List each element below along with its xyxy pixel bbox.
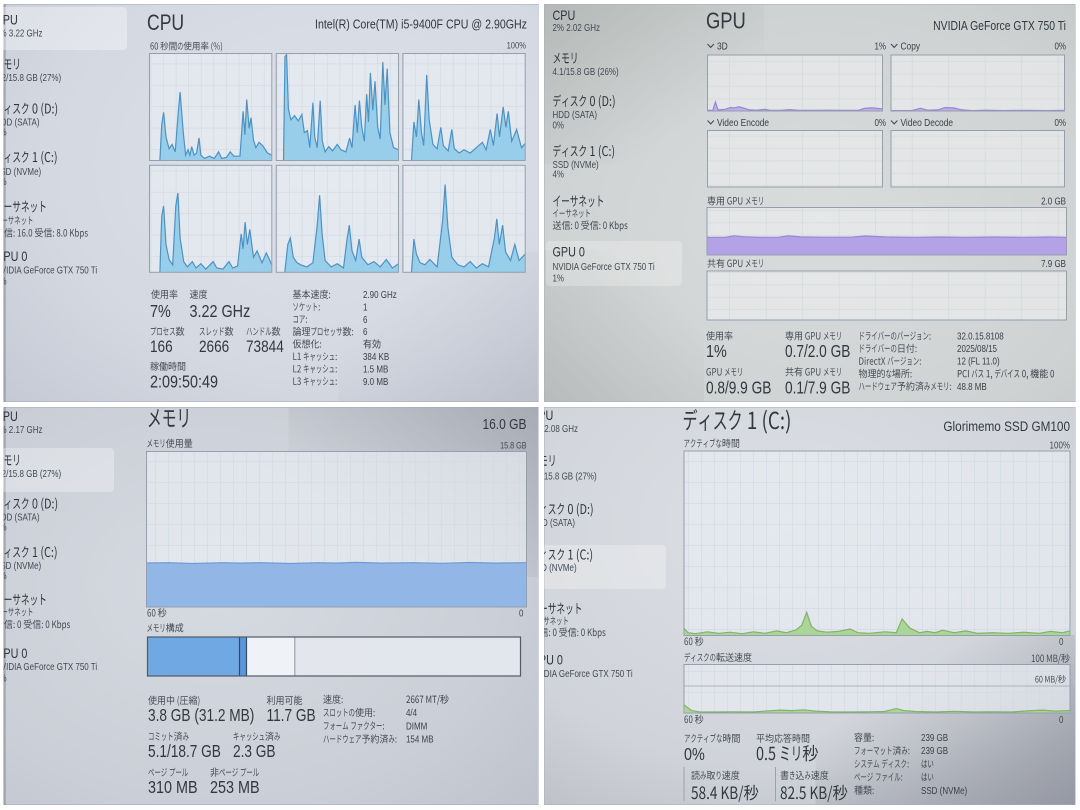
- svg-text:SSD (NVMe): SSD (NVMe): [552, 159, 598, 170]
- svg-text:239 GB: 239 GB: [921, 745, 948, 756]
- svg-text:4.1/15.8 GB (27%): 4.1/15.8 GB (27%): [530, 471, 596, 482]
- svg-text:11.7 GB: 11.7 GB: [267, 706, 316, 725]
- svg-text:2:09:50:49: 2:09:50:49: [150, 372, 218, 392]
- svg-text:2025/08/15: 2025/08/15: [957, 343, 997, 354]
- svg-text:NVIDIA GeForce GTX 750 Ti: NVIDIA GeForce GTX 750 Ti: [933, 19, 1066, 33]
- svg-text:0.7/2.0 GB: 0.7/2.0 GB: [785, 342, 850, 361]
- svg-text:1%: 1%: [552, 273, 564, 284]
- svg-text:CPU: CPU: [0, 409, 18, 424]
- svg-text:0%: 0%: [1054, 117, 1066, 128]
- svg-text:4%: 4%: [552, 169, 564, 180]
- svg-text:0%: 0%: [1054, 41, 1066, 52]
- svg-text:48.8 MB: 48.8 MB: [957, 381, 987, 392]
- svg-text:GPU 0: GPU 0: [0, 249, 28, 264]
- svg-text:CPU: CPU: [0, 12, 18, 27]
- svg-text:1% 2.17 GHz: 1% 2.17 GHz: [0, 424, 43, 435]
- svg-text:0%: 0%: [0, 522, 7, 533]
- svg-text:384 KB: 384 KB: [363, 351, 389, 362]
- svg-text:1%: 1%: [874, 41, 886, 52]
- svg-text:GPU 0: GPU 0: [530, 652, 563, 667]
- svg-text:73844: 73844: [246, 338, 284, 357]
- svg-text:0%: 0%: [0, 176, 7, 187]
- svg-text:1.5 MB: 1.5 MB: [363, 364, 388, 375]
- svg-text:253 MB: 253 MB: [210, 778, 260, 798]
- svg-text:32.0.15.8108: 32.0.15.8108: [957, 331, 1004, 342]
- svg-text:SSD (NVMe): SSD (NVMe): [921, 785, 967, 796]
- svg-text:DIMM: DIMM: [406, 721, 427, 732]
- svg-text:2% 2.02 GHz: 2% 2.02 GHz: [552, 22, 600, 33]
- svg-text:4/4: 4/4: [406, 707, 417, 718]
- svg-text:0%: 0%: [874, 117, 886, 128]
- svg-text:154 MB: 154 MB: [406, 734, 434, 745]
- svg-text:9.0 MB: 9.0 MB: [363, 376, 388, 387]
- svg-text:CPU: CPU: [552, 8, 575, 23]
- svg-text:CPU: CPU: [530, 408, 553, 423]
- svg-text:HDD (SATA): HDD (SATA): [0, 512, 40, 523]
- svg-text:0: 0: [1059, 714, 1063, 725]
- svg-text:Video Encode: Video Encode: [717, 117, 769, 129]
- svg-text:4.1/15.8 GB (26%): 4.1/15.8 GB (26%): [552, 66, 618, 77]
- svg-text:6: 6: [363, 326, 367, 337]
- svg-text:310 MB: 310 MB: [148, 778, 198, 798]
- svg-text:4.2/15.8 GB (27%): 4.2/15.8 GB (27%): [0, 72, 61, 83]
- svg-text:0: 0: [519, 608, 523, 619]
- svg-text:0%: 0%: [0, 276, 7, 287]
- svg-text:HDD (SATA): HDD (SATA): [0, 117, 40, 128]
- svg-text:SSD (NVMe): SSD (NVMe): [0, 560, 41, 571]
- svg-text:7.9 GB: 7.9 GB: [1041, 258, 1066, 269]
- svg-text:2.90 GHz: 2.90 GHz: [363, 289, 397, 300]
- svg-text:NVIDIA GeForce GTX 750 Ti: NVIDIA GeForce GTX 750 Ti: [0, 265, 97, 276]
- svg-text:GPU 0: GPU 0: [552, 244, 585, 259]
- svg-text:100%: 100%: [507, 40, 527, 51]
- svg-text:166: 166: [150, 338, 173, 357]
- svg-text:GPU: GPU: [706, 9, 746, 34]
- svg-text:2.3 GB: 2.3 GB: [233, 742, 276, 761]
- svg-text:0.1/7.9 GB: 0.1/7.9 GB: [785, 379, 850, 398]
- svg-text:NVIDIA GeForce GTX 750 Ti: NVIDIA GeForce GTX 750 Ti: [0, 661, 97, 672]
- svg-text:Intel(R) Core(TM) i5-9400F CPU: Intel(R) Core(TM) i5-9400F CPU @ 2.90GHz: [315, 18, 527, 32]
- svg-text:0%: 0%: [0, 673, 7, 684]
- svg-text:CPU: CPU: [147, 11, 184, 35]
- svg-text:NVIDIA GeForce GTX 750 Ti: NVIDIA GeForce GTX 750 Ti: [552, 261, 654, 272]
- svg-text:HDD (SATA): HDD (SATA): [552, 109, 597, 120]
- svg-text:NVIDIA GeForce GTX 750 Ti: NVIDIA GeForce GTX 750 Ti: [530, 668, 632, 679]
- svg-text:0%: 0%: [0, 127, 7, 138]
- svg-text:2666: 2666: [199, 338, 229, 357]
- svg-text:1%: 1%: [706, 342, 727, 362]
- svg-text:3.22 GHz: 3.22 GHz: [190, 302, 251, 322]
- svg-text:3.8 GB (31.2 MB): 3.8 GB (31.2 MB): [148, 706, 254, 725]
- svg-text:Copy: Copy: [900, 41, 920, 53]
- svg-text:2% 2.08 GHz: 2% 2.08 GHz: [530, 423, 578, 434]
- svg-text:2.0 GB: 2.0 GB: [1041, 196, 1066, 207]
- svg-text:HDD (SATA): HDD (SATA): [530, 517, 575, 528]
- svg-text:1: 1: [363, 302, 367, 313]
- svg-text:SSD (NVMe): SSD (NVMe): [530, 562, 576, 573]
- svg-text:239 GB: 239 GB: [921, 732, 948, 743]
- svg-text:SSD (NVMe): SSD (NVMe): [0, 166, 41, 177]
- svg-text:0.8/9.9 GB: 0.8/9.9 GB: [706, 379, 771, 398]
- svg-text:6: 6: [363, 314, 367, 325]
- svg-text:4.2/15.8 GB (27%): 4.2/15.8 GB (27%): [0, 468, 61, 479]
- svg-text:0%: 0%: [0, 570, 7, 581]
- svg-text:Glorimemo SSD GM100: Glorimemo SSD GM100: [943, 418, 1070, 434]
- svg-text:3D: 3D: [717, 41, 728, 53]
- svg-text:0%: 0%: [552, 120, 564, 131]
- svg-text:0: 0: [1059, 636, 1063, 647]
- svg-text:5.1/18.7 GB: 5.1/18.7 GB: [148, 742, 221, 761]
- svg-text:12 (FL 11.0): 12 (FL 11.0): [957, 356, 1000, 367]
- svg-text:GPU 0: GPU 0: [0, 646, 28, 661]
- svg-text:16.0 GB: 16.0 GB: [482, 416, 526, 433]
- svg-text:7%: 7%: [150, 302, 171, 322]
- svg-text:7% 3.22 GHz: 7% 3.22 GHz: [0, 28, 43, 39]
- svg-text:Video Decode: Video Decode: [900, 117, 953, 129]
- svg-text:0%: 0%: [684, 745, 705, 765]
- svg-text:15.8 GB: 15.8 GB: [500, 441, 526, 451]
- svg-text:100%: 100%: [1050, 440, 1070, 451]
